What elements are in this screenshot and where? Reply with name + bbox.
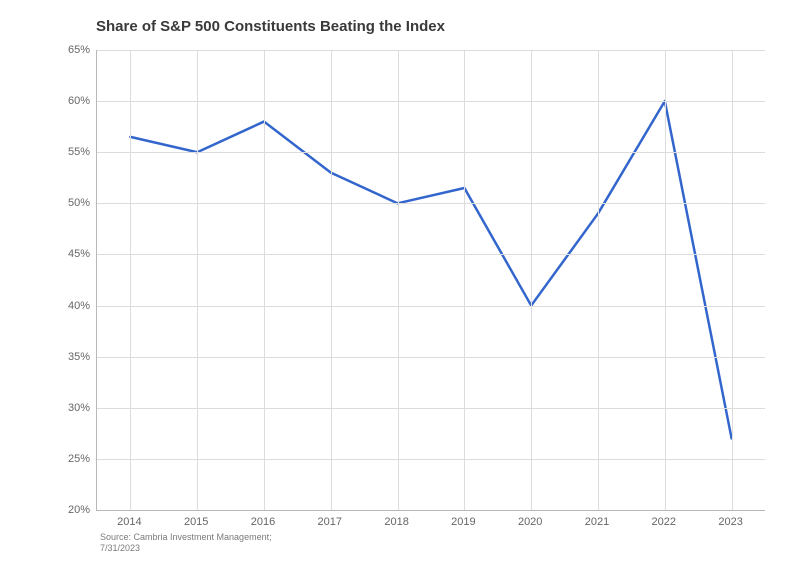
y-axis-label: 25% [56,453,90,465]
plot-area [96,50,765,511]
chart-title: Share of S&P 500 Constituents Beating th… [96,18,445,35]
y-axis-label: 20% [56,504,90,516]
chart-container: Share of S&P 500 Constituents Beating th… [0,0,789,572]
y-axis-label: 55% [56,146,90,158]
y-axis-label: 30% [56,402,90,414]
y-axis-label: 60% [56,95,90,107]
gridline-v [130,50,131,510]
gridline-v [331,50,332,510]
x-axis-label: 2017 [318,516,342,528]
y-axis-label: 65% [56,44,90,56]
gridline-v [598,50,599,510]
x-axis-label: 2023 [718,516,742,528]
y-axis-label: 45% [56,248,90,260]
x-axis-label: 2016 [251,516,275,528]
x-axis-label: 2021 [585,516,609,528]
x-axis-label: 2019 [451,516,475,528]
x-axis-label: 2015 [184,516,208,528]
x-axis-label: 2020 [518,516,542,528]
y-axis-label: 40% [56,300,90,312]
gridline-v [264,50,265,510]
gridline-v [398,50,399,510]
y-axis-label: 35% [56,351,90,363]
gridline-v [732,50,733,510]
x-axis-label: 2022 [652,516,676,528]
gridline-v [197,50,198,510]
source-text: Source: Cambria Investment Management; 7… [100,532,272,555]
gridline-v [665,50,666,510]
x-axis-label: 2014 [117,516,141,528]
y-axis-label: 50% [56,197,90,209]
gridline-v [531,50,532,510]
gridline-v [464,50,465,510]
x-axis-label: 2018 [384,516,408,528]
